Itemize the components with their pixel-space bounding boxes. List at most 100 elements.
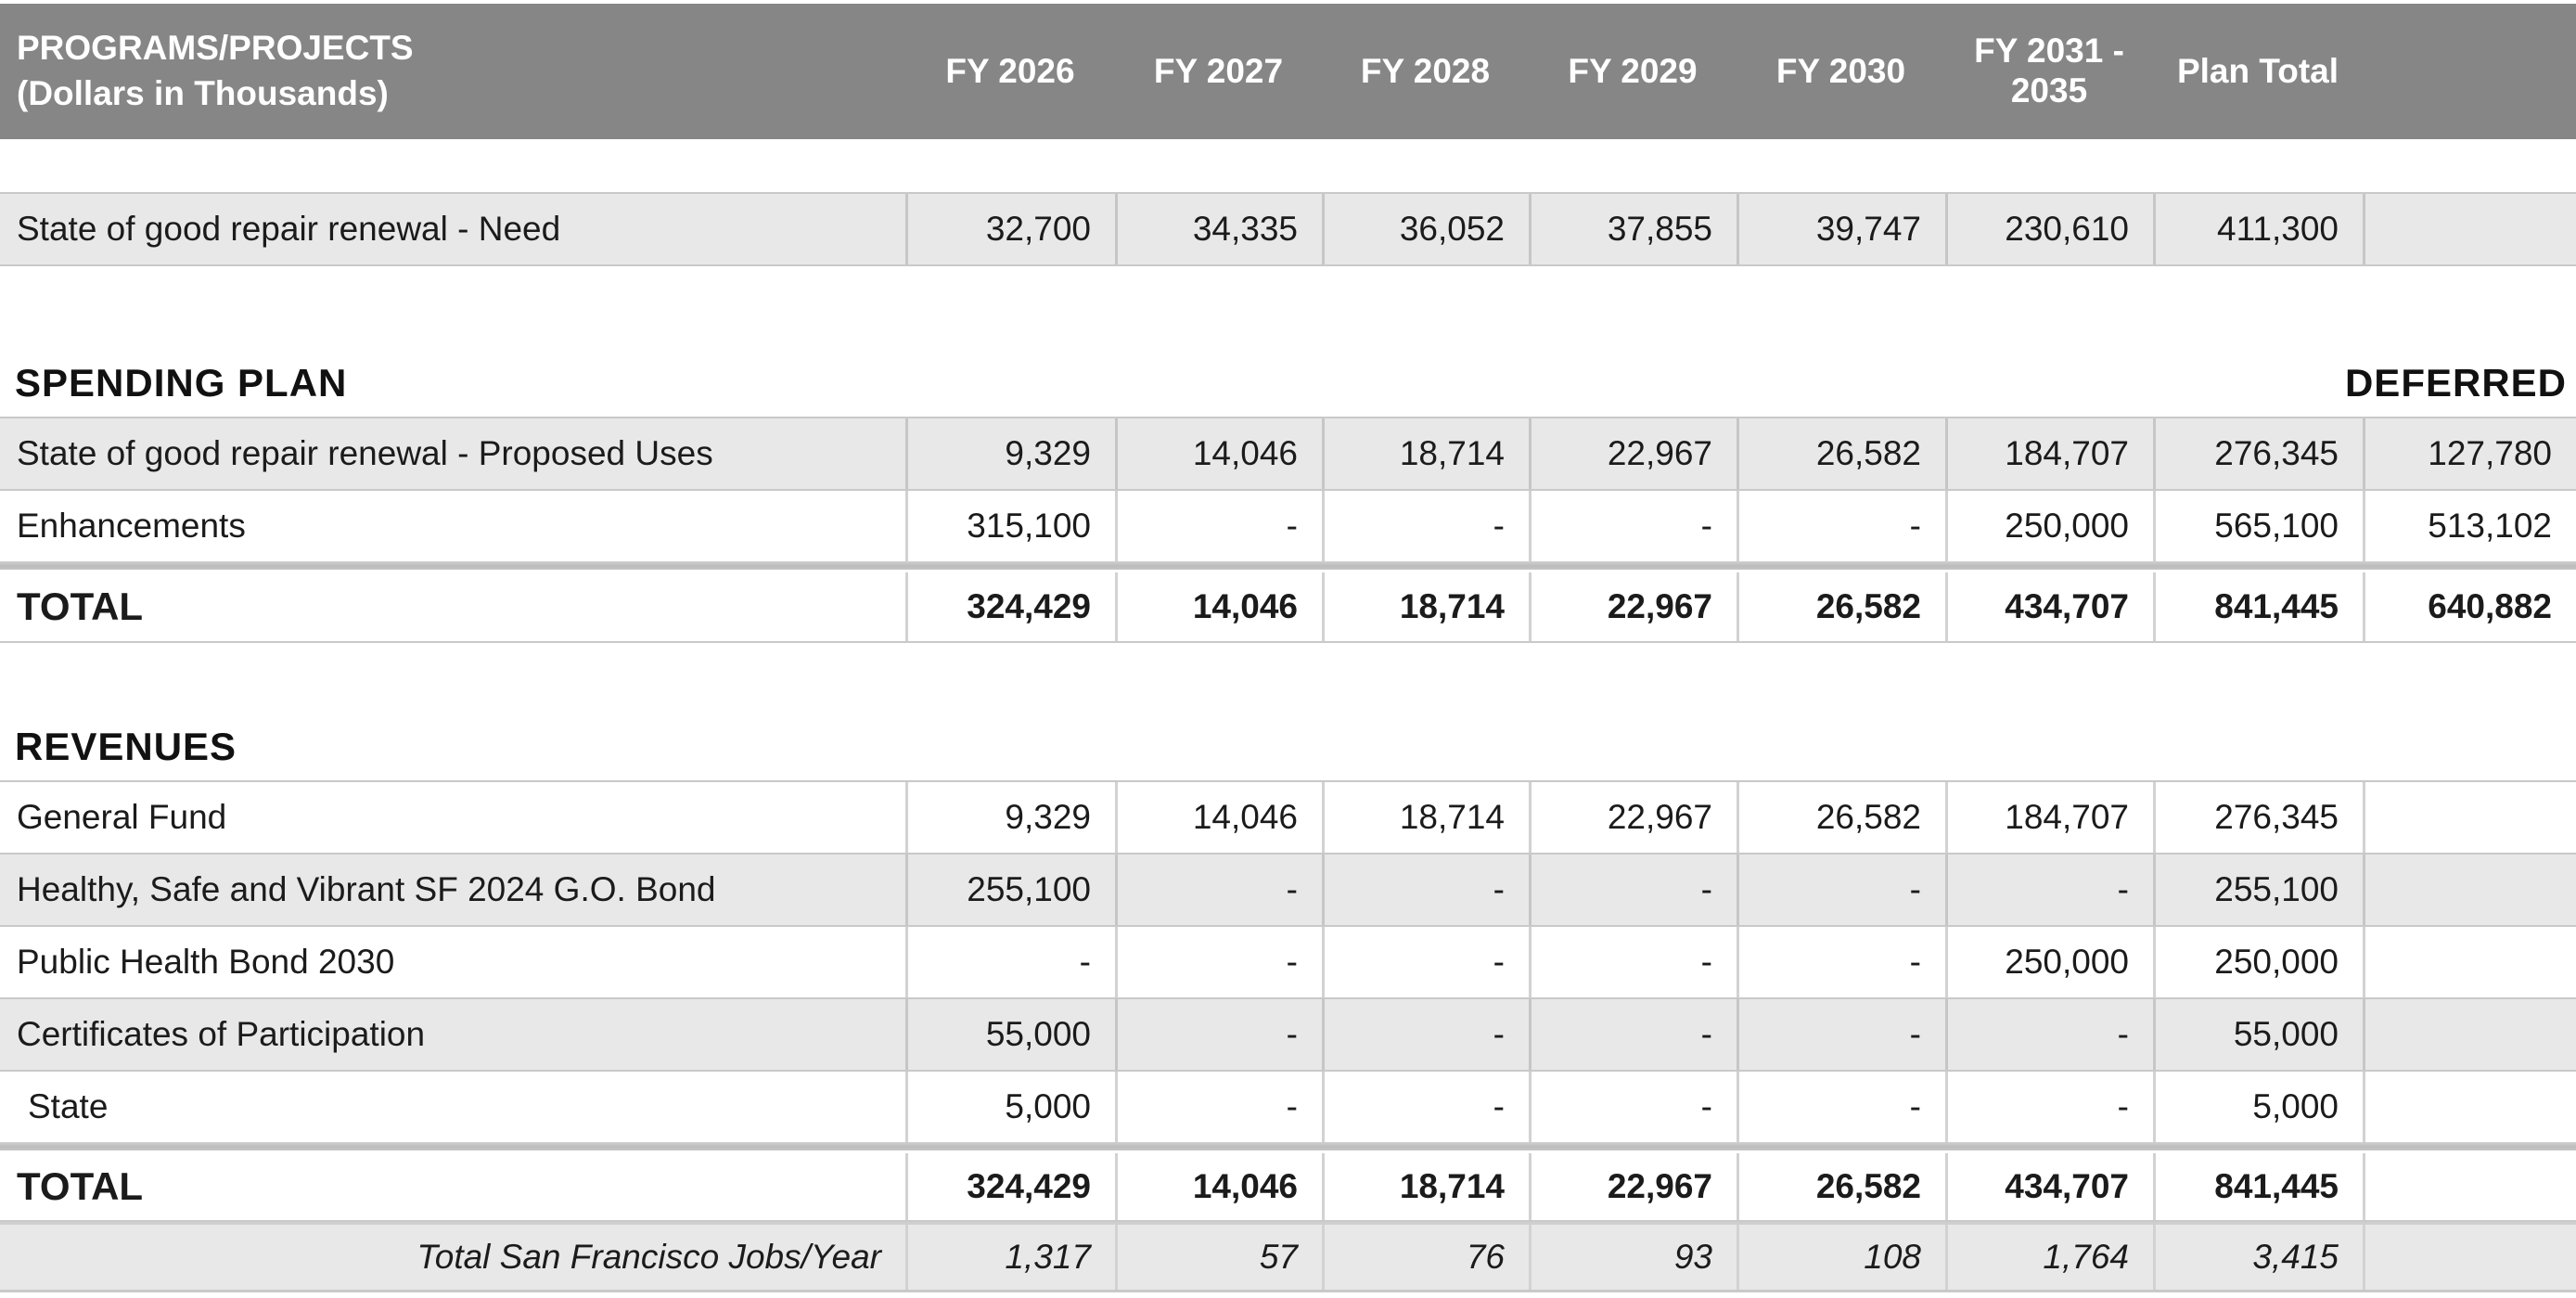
cell-value: - — [1322, 491, 1529, 561]
header-title-line2: (Dollars in Thousands) — [17, 74, 389, 112]
cell-value: 18,714 — [1322, 1153, 1529, 1220]
table-row: Healthy, Safe and Vibrant SF 2024 G.O. B… — [0, 853, 2576, 925]
cell-value: 411,300 — [2153, 194, 2363, 264]
cell-value: - — [1115, 1072, 1322, 1142]
cell-value: 565,100 — [2153, 491, 2363, 561]
cell-value: 18,714 — [1322, 782, 1529, 853]
row-label: TOTAL — [17, 585, 144, 628]
deferred-cell: 640,882 — [2363, 572, 2576, 641]
cell-value: 14,046 — [1115, 572, 1322, 641]
cell-value: 26,582 — [1737, 1153, 1945, 1220]
row-label: State — [28, 1087, 109, 1125]
cell-value: 22,967 — [1529, 418, 1737, 489]
cell-value: 18,714 — [1322, 418, 1529, 489]
table-row: Public Health Bond 2030- - - - -250,000 250,0… — [0, 925, 2576, 997]
row-label: State of good repair renewal - Proposed … — [17, 434, 713, 472]
deferred-cell — [2363, 855, 2576, 925]
cell-value: - — [1529, 1072, 1737, 1142]
cell-value: 324,429 — [905, 572, 1115, 641]
cell-value: 841,445 — [2153, 1153, 2363, 1220]
cell-value: 18,714 — [1322, 572, 1529, 641]
cell-value: 26,582 — [1737, 418, 1945, 489]
cell-value: 39,747 — [1737, 194, 1945, 264]
cell-value: 276,345 — [2153, 782, 2363, 853]
cell-value: 26,582 — [1737, 782, 1945, 853]
cell-value: - — [1115, 999, 1322, 1070]
revenues-section-heading: REVENUES — [15, 725, 237, 768]
cell-value: 108 — [1737, 1225, 1945, 1290]
need-rows-container: State of good repair renewal - Need 32,70… — [0, 192, 2576, 266]
revenues-total-container: TOTAL 324,429 14,046 18,714 22,967 26,582 434,… — [0, 1153, 2576, 1222]
deferred-cell — [2363, 1072, 2576, 1142]
cell-value: 1,317 — [905, 1225, 1115, 1290]
deferred-cell — [2363, 194, 2576, 264]
cell-value: 36,052 — [1322, 194, 1529, 264]
cell-value: 9,329 — [905, 418, 1115, 489]
cell-value: - — [1529, 999, 1737, 1070]
revenues-rows-container: General Fund 9,329 14,046 18,714 22,967 26,58… — [0, 780, 2576, 1142]
cell-value: 255,100 — [905, 855, 1115, 925]
cell-value: - — [1115, 927, 1322, 997]
deferred-cell — [2363, 1153, 2576, 1220]
cell-value: - — [1945, 999, 2153, 1070]
cell-value: 22,967 — [1529, 572, 1737, 641]
jobs-row-container: Total San Francisco Jobs/Year 1,317 57 76 93… — [0, 1222, 2576, 1292]
cell-value: - — [1322, 855, 1529, 925]
row-label: Public Health Bond 2030 — [17, 943, 395, 981]
cell-value: 255,100 — [2153, 855, 2363, 925]
cell-value: 184,707 — [1945, 782, 2153, 853]
cell-value: 5,000 — [2153, 1072, 2363, 1142]
deferred-cell — [2363, 1225, 2576, 1290]
row-label: Enhancements — [17, 507, 246, 545]
column-header: FY 2027 — [1153, 51, 1284, 90]
cell-value: 434,707 — [1945, 1153, 2153, 1220]
cell-value: 250,000 — [2153, 927, 2363, 997]
cell-value: - — [1529, 855, 1737, 925]
deferred-cell — [2363, 999, 2576, 1070]
table-header-corner: PROGRAMS/PROJECTS (Dollars in Thousands) — [0, 4, 905, 139]
cell-value: 34,335 — [1115, 194, 1322, 264]
cell-value: - — [905, 927, 1115, 997]
column-header-deferred-blank — [2363, 4, 2576, 139]
revenues-total-separator — [0, 1142, 2576, 1153]
cell-value: 57 — [1115, 1225, 1322, 1290]
column-header: FY 2031 - 2035 — [1974, 32, 2124, 109]
row-label: State of good repair renewal - Need — [17, 210, 561, 248]
deferred-cell: 513,102 — [2363, 491, 2576, 561]
cell-value: 3,415 — [2153, 1225, 2363, 1290]
deferred-cell — [2363, 927, 2576, 997]
cell-value: - — [1115, 491, 1322, 561]
cell-value: - — [1322, 1072, 1529, 1142]
cell-value: - — [1529, 927, 1737, 997]
column-header: FY 2029 — [1568, 51, 1698, 90]
cell-value: 55,000 — [2153, 999, 2363, 1070]
revenues-total-row: TOTAL 324,429 14,046 18,714 22,967 26,582 434,… — [0, 1153, 2576, 1222]
cell-value: - — [1529, 491, 1737, 561]
cell-value: 55,000 — [905, 999, 1115, 1070]
column-header: FY 2030 — [1775, 51, 1906, 90]
cell-value: 230,610 — [1945, 194, 2153, 264]
table-row: Certificates of Participation 55,000- - - - -… — [0, 997, 2576, 1070]
cell-value: 22,967 — [1529, 1153, 1737, 1220]
cell-value: 32,700 — [905, 194, 1115, 264]
row-label: Certificates of Participation — [17, 1015, 426, 1053]
column-header: FY 2026 — [945, 51, 1075, 90]
row-label: General Fund — [17, 798, 227, 836]
column-header: FY 2028 — [1360, 51, 1491, 90]
spending-total-separator — [0, 561, 2576, 572]
cell-value: - — [1945, 855, 2153, 925]
table-row: State of good repair renewal - Need 32,70… — [0, 192, 2576, 266]
cell-value: - — [1737, 491, 1945, 561]
cell-value: 9,329 — [905, 782, 1115, 853]
cell-value: - — [1737, 999, 1945, 1070]
cell-value: 315,100 — [905, 491, 1115, 561]
cell-value: - — [1945, 1072, 2153, 1142]
cell-value: 93 — [1529, 1225, 1737, 1290]
cell-value: - — [1115, 855, 1322, 925]
table-row: Enhancements 315,100- - - -250,000 565,100 513… — [0, 489, 2576, 561]
cell-value: - — [1322, 927, 1529, 997]
cell-value: - — [1322, 999, 1529, 1070]
page-top-margin — [0, 0, 2576, 4]
revenues-heading-band: REVENUES — [0, 643, 2576, 780]
cell-value: 37,855 — [1529, 194, 1737, 264]
